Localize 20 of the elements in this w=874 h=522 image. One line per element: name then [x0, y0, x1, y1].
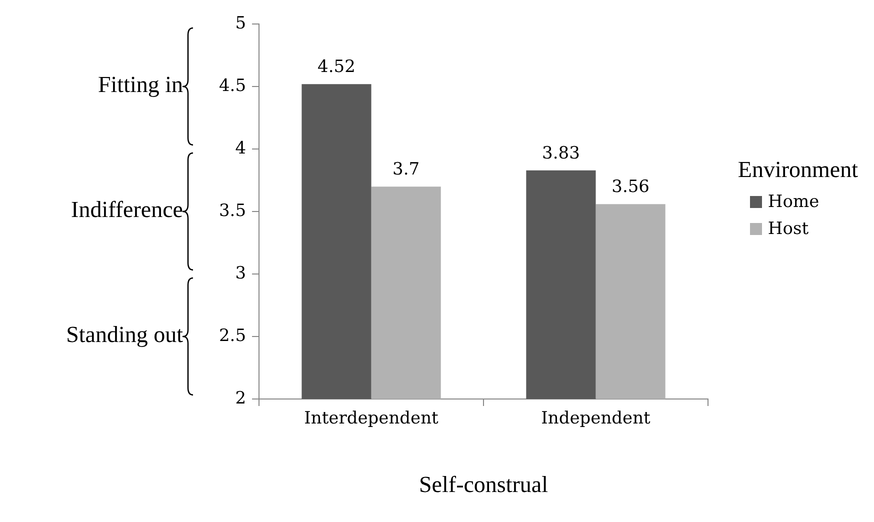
x-tick-label: Independent [541, 408, 651, 429]
data-label: 3.83 [542, 143, 580, 164]
y-tick-label: 2 [235, 388, 246, 408]
y-tick-label: 5 [235, 14, 246, 34]
y-tick-label: 3.5 [218, 201, 246, 222]
text: Fitting in [98, 72, 183, 98]
text: Indifference [71, 196, 183, 223]
y-tick-label: 3 [235, 263, 246, 284]
text: Standing out [66, 322, 183, 348]
y-tick-label: 4.5 [218, 76, 246, 96]
legend-label: Host [766, 218, 810, 242]
legend-title: Environment [738, 156, 858, 183]
data-label: 3.56 [612, 177, 650, 198]
legend-label: Home [766, 191, 820, 214]
y-tick-label: 2.5 [218, 326, 246, 346]
x-tick-label: Interdependent [304, 408, 439, 429]
y-tick-label: 4 [235, 138, 246, 159]
x-axis-title: Self-construal [419, 472, 548, 498]
data-label: 3.7 [392, 160, 420, 180]
data-label: 4.52 [318, 57, 356, 78]
